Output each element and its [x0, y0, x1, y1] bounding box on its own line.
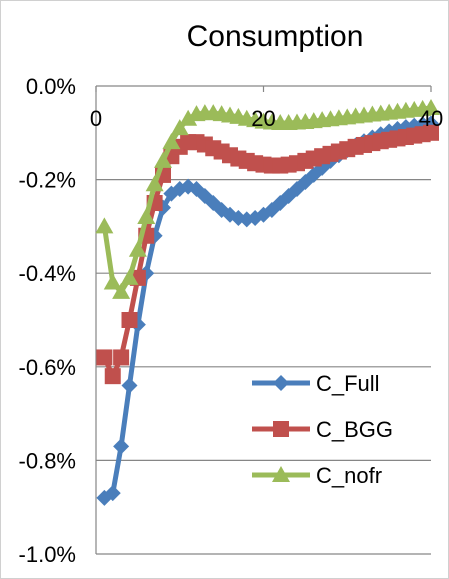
- y-tick-label: -0.8%: [19, 448, 76, 473]
- data-point-C_BGG: [113, 349, 130, 366]
- x-tick-label: 0: [90, 106, 102, 131]
- data-point-C_nofr: [145, 175, 164, 192]
- legend-label: C_BGG: [316, 417, 393, 442]
- data-point-C_BGG: [104, 368, 121, 385]
- data-point-C_BGG: [121, 312, 138, 328]
- data-point-C_nofr: [170, 119, 189, 136]
- y-tick-label: -0.6%: [19, 355, 76, 380]
- y-tick-label: -1.0%: [19, 542, 76, 567]
- axes: [95, 86, 432, 554]
- data-point-C_nofr: [179, 109, 198, 126]
- series-layer: [95, 98, 440, 506]
- data-point-C_nofr: [120, 268, 139, 285]
- legend: C_Full C_BGG C_nofr: [252, 371, 393, 488]
- data-point-C_nofr: [422, 98, 440, 115]
- y-tick-label: -0.2%: [19, 168, 76, 193]
- data-point-C_nofr: [137, 208, 156, 225]
- data-point-C_BGG: [423, 124, 439, 141]
- x-tick-label: 40: [419, 106, 443, 131]
- data-point-C_nofr: [128, 240, 147, 257]
- y-tick-label: -0.4%: [19, 261, 76, 286]
- data-point-C_Full: [104, 485, 121, 502]
- x-tick-labels: 0 20 40: [90, 106, 443, 131]
- data-point-C_Full: [121, 377, 138, 394]
- data-point-C_nofr: [112, 282, 131, 299]
- legend-marker-C_Full: [273, 375, 289, 391]
- legend-marker-C_BGG: [273, 421, 289, 437]
- data-point-C_nofr: [103, 273, 122, 290]
- y-tick-label: 0.0%: [26, 74, 76, 99]
- data-point-C_Full: [113, 438, 130, 455]
- data-point-C_nofr: [162, 133, 181, 150]
- data-point-C_BGG: [96, 349, 113, 366]
- chart-title: Consumption: [187, 20, 364, 53]
- y-tick-labels: 0.0% -0.2% -0.4% -0.6% -0.8% -1.0%: [19, 74, 76, 567]
- legend-label: C_Full: [316, 371, 380, 396]
- x-tick-label: 20: [251, 106, 275, 131]
- legend-label: C_nofr: [316, 463, 382, 488]
- legend-marker-C_nofr: [272, 466, 290, 482]
- data-point-C_nofr: [154, 151, 172, 168]
- data-point-C_nofr: [95, 217, 114, 234]
